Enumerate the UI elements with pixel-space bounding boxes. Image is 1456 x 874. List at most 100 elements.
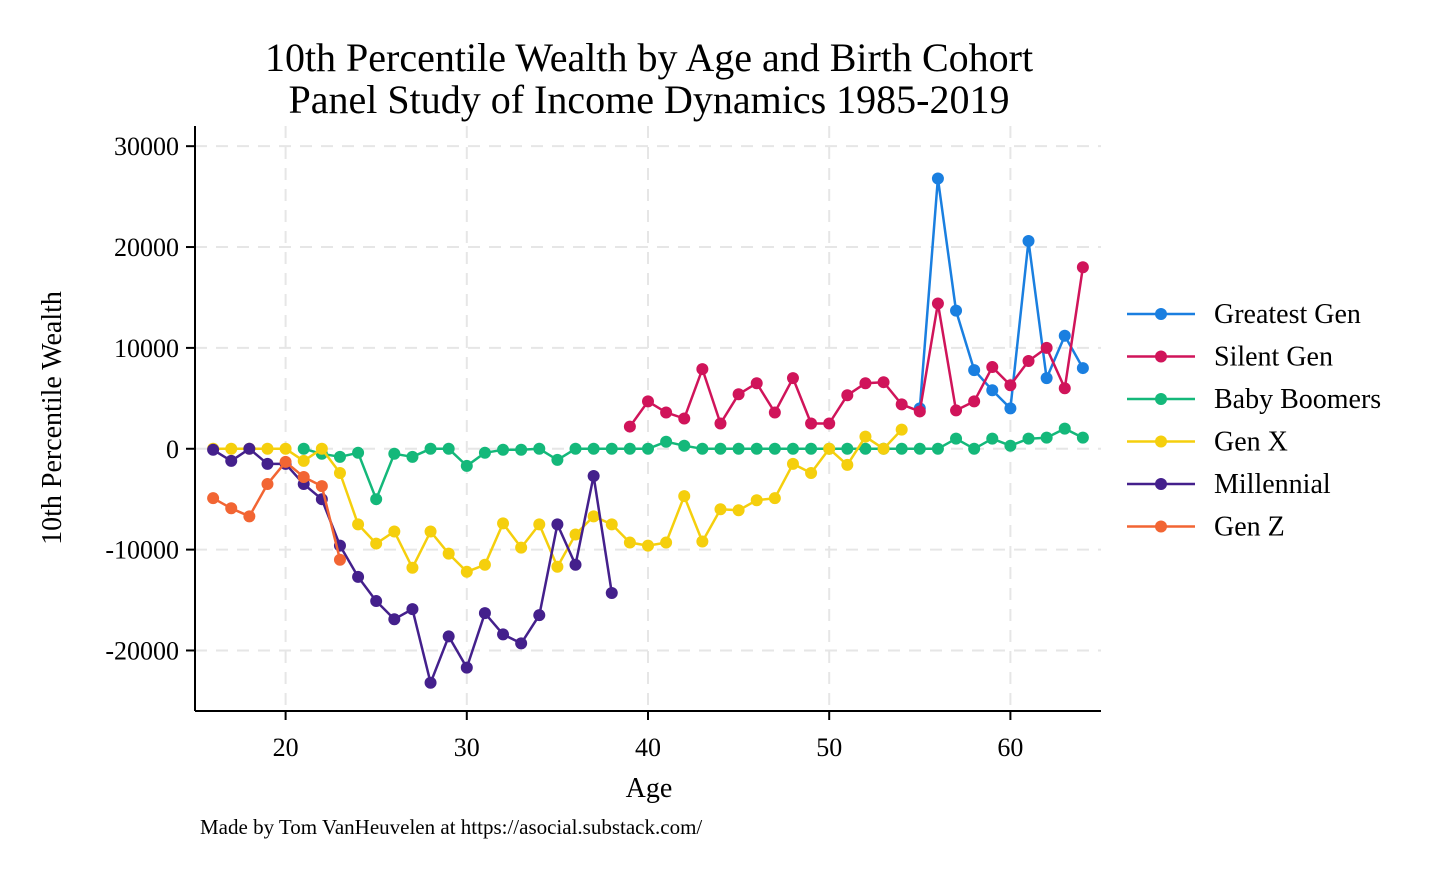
point-silent-gen-64 xyxy=(1076,261,1089,274)
point-silent-gen-57 xyxy=(950,404,963,417)
point-silent-gen-41 xyxy=(660,406,673,419)
point-millennial-38 xyxy=(605,586,618,599)
point-gen-x-29 xyxy=(442,547,455,560)
point-gen-z-20 xyxy=(279,455,292,468)
point-greatest-gen-59 xyxy=(986,384,999,397)
chart-title-line-1: 10th Percentile Wealth by Age and Birth … xyxy=(265,35,1033,80)
point-millennial-18 xyxy=(243,442,256,455)
y-axis-title: 10th Percentile Wealth xyxy=(37,291,68,545)
point-silent-gen-53 xyxy=(877,376,890,389)
point-baby-boomers-36 xyxy=(569,442,582,455)
legend-swatch-marker-silent-gen xyxy=(1155,350,1167,363)
point-silent-gen-51 xyxy=(841,389,854,402)
series-greatest-gen xyxy=(913,172,1089,415)
point-greatest-gen-58 xyxy=(968,364,981,377)
series-silent-gen xyxy=(623,261,1089,433)
point-millennial-29 xyxy=(442,630,455,643)
point-baby-boomers-51 xyxy=(841,442,854,455)
point-baby-boomers-61 xyxy=(1022,432,1035,445)
point-gen-x-39 xyxy=(623,536,636,549)
legend-label-gen-x: Gen X xyxy=(1214,427,1288,458)
point-baby-boomers-24 xyxy=(352,446,365,459)
point-silent-gen-39 xyxy=(623,420,636,433)
point-gen-x-52 xyxy=(859,430,872,443)
series-group xyxy=(207,172,1089,689)
point-silent-gen-46 xyxy=(750,377,763,390)
point-gen-x-48 xyxy=(786,457,799,470)
point-millennial-35 xyxy=(551,518,564,531)
point-greatest-gen-63 xyxy=(1058,329,1071,342)
point-silent-gen-40 xyxy=(642,395,654,408)
series-line-greatest-gen xyxy=(918,177,1084,410)
point-baby-boomers-27 xyxy=(406,450,419,463)
point-gen-x-54 xyxy=(895,423,908,436)
point-silent-gen-61 xyxy=(1022,355,1035,368)
point-gen-x-53 xyxy=(877,442,890,455)
y-tick-label-3: 0 xyxy=(166,435,179,464)
legend-swatch-marker-millennial xyxy=(1155,478,1167,490)
point-gen-z-16 xyxy=(207,492,220,505)
point-baby-boomers-64 xyxy=(1076,431,1089,444)
point-baby-boomers-25 xyxy=(370,493,383,506)
x-axis-title: Age xyxy=(626,773,673,804)
series-gen-z xyxy=(207,455,346,566)
point-baby-boomers-39 xyxy=(623,442,636,455)
point-baby-boomers-31 xyxy=(478,446,491,459)
point-millennial-24 xyxy=(352,570,365,583)
point-gen-x-50 xyxy=(823,442,836,455)
legend-label-silent-gen: Silent Gen xyxy=(1214,342,1333,373)
point-millennial-28 xyxy=(424,676,437,689)
point-gen-x-43 xyxy=(696,535,709,548)
point-millennial-16 xyxy=(207,443,220,456)
point-millennial-25 xyxy=(370,595,383,608)
point-baby-boomers-33 xyxy=(515,443,528,456)
point-millennial-27 xyxy=(406,603,419,616)
point-baby-boomers-58 xyxy=(968,442,981,455)
point-gen-x-30 xyxy=(460,565,473,578)
point-gen-x-38 xyxy=(605,518,618,531)
legend-label-baby-boomers: Baby Boomers xyxy=(1214,384,1381,415)
point-gen-x-33 xyxy=(515,541,528,554)
point-gen-x-46 xyxy=(750,494,763,507)
point-silent-gen-52 xyxy=(859,377,872,390)
point-silent-gen-49 xyxy=(805,417,818,430)
legend-item-gen-z: Gen Z xyxy=(1127,512,1285,543)
legend-swatch-marker-gen-z xyxy=(1155,520,1167,533)
legend-item-baby-boomers: Baby Boomers xyxy=(1127,384,1381,415)
point-gen-x-21 xyxy=(297,454,310,467)
y-tick-label-4: -10000 xyxy=(105,536,179,565)
point-millennial-32 xyxy=(497,628,510,641)
point-silent-gen-60 xyxy=(1004,379,1017,392)
point-greatest-gen-60 xyxy=(1004,402,1017,415)
point-gen-x-34 xyxy=(533,518,546,531)
point-gen-x-25 xyxy=(370,537,383,550)
point-silent-gen-42 xyxy=(678,412,691,425)
point-gen-x-36 xyxy=(569,528,582,541)
point-gen-x-26 xyxy=(388,525,401,538)
point-gen-x-44 xyxy=(714,503,727,516)
x-tick-label-4: 60 xyxy=(997,733,1023,762)
point-baby-boomers-30 xyxy=(460,459,473,472)
point-gen-x-17 xyxy=(225,442,238,455)
point-greatest-gen-61 xyxy=(1022,234,1035,247)
point-baby-boomers-59 xyxy=(986,432,999,445)
point-baby-boomers-62 xyxy=(1040,431,1053,444)
point-gen-x-41 xyxy=(660,536,673,549)
point-gen-z-19 xyxy=(261,478,274,491)
point-greatest-gen-64 xyxy=(1076,362,1089,375)
point-gen-x-35 xyxy=(551,560,564,573)
point-millennial-33 xyxy=(515,637,528,650)
point-silent-gen-58 xyxy=(968,395,981,408)
point-millennial-31 xyxy=(478,607,491,620)
point-gen-z-23 xyxy=(333,553,346,566)
tick-labels: 30000 20000 10000 0 -10000 -20000 20 30 40 50 60 xyxy=(105,132,1023,762)
point-baby-boomers-45 xyxy=(732,442,745,455)
point-baby-boomers-23 xyxy=(333,450,346,463)
x-tick-label-3: 50 xyxy=(816,733,842,762)
point-baby-boomers-52 xyxy=(859,442,872,455)
point-gen-x-40 xyxy=(642,539,654,552)
point-baby-boomers-63 xyxy=(1058,422,1071,435)
point-silent-gen-44 xyxy=(714,417,727,430)
point-silent-gen-55 xyxy=(913,405,926,418)
point-greatest-gen-57 xyxy=(950,304,963,317)
